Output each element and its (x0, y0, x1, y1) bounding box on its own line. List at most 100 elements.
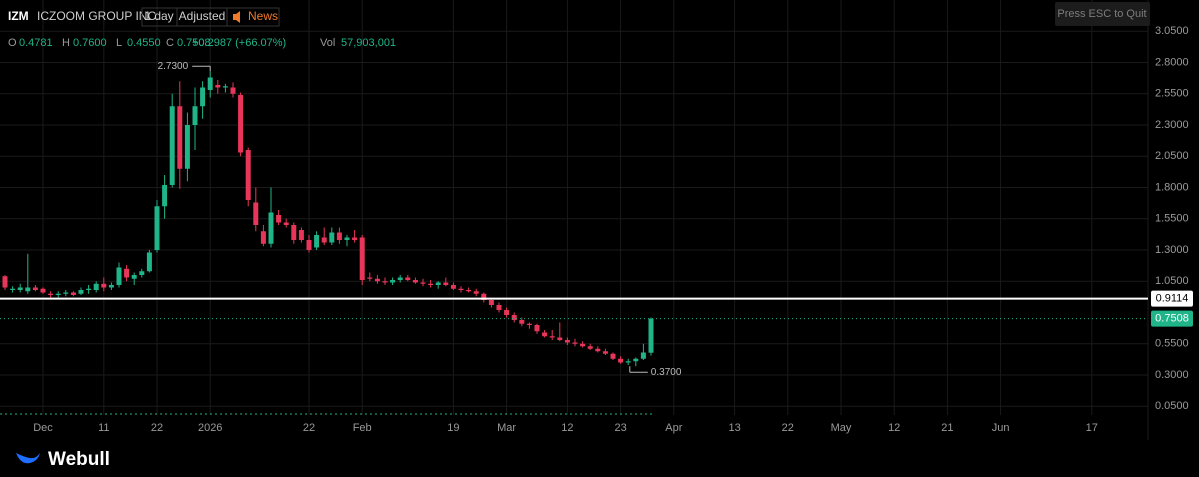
x-tick-label: 19 (447, 422, 459, 434)
y-tick-label: 3.0500 (1155, 25, 1189, 37)
candle-body (162, 185, 168, 207)
x-tick-label: Apr (665, 422, 682, 434)
company-name: ICZOOM GROUP INC. (37, 9, 159, 23)
candle-body (602, 351, 608, 354)
candle-body (420, 282, 426, 284)
candle-body (428, 283, 434, 285)
y-tick-label: 2.3000 (1155, 119, 1189, 131)
candle-body (222, 86, 228, 88)
candle-body (329, 232, 335, 243)
brand-logo (16, 453, 40, 464)
x-tick-label: 21 (941, 422, 953, 434)
candle-body (298, 230, 304, 240)
y-tick-label: 0.3000 (1155, 369, 1189, 381)
candle-body (207, 77, 213, 90)
candle-body (595, 348, 601, 352)
candle-body (466, 290, 472, 292)
adjust[interactable]: Adjusted (179, 9, 226, 23)
quit-text[interactable]: Press ESC to Quit (1057, 8, 1146, 20)
news-box[interactable] (226, 7, 280, 27)
candle-body (458, 288, 464, 290)
candle-body (32, 287, 38, 290)
candle-body (184, 125, 190, 169)
quote-value: 0.4550 (127, 37, 161, 49)
x-tick-label: 22 (303, 422, 315, 434)
x-tick-label: 22 (151, 422, 163, 434)
candle-body (215, 85, 221, 88)
candle-body (268, 212, 274, 244)
x-tick-label: 17 (1086, 422, 1098, 434)
candle-body (245, 150, 251, 200)
candle-body (321, 237, 327, 243)
x-tick-label: Feb (353, 422, 372, 434)
candle-body (405, 277, 411, 280)
candle-body (146, 252, 152, 272)
x-tick-label: 12 (888, 422, 900, 434)
vol-key: Vol (320, 37, 335, 49)
candle-body (374, 278, 380, 282)
annotation-label: 2.7300 (158, 61, 189, 72)
candle-body (580, 343, 586, 347)
candle-body (314, 235, 320, 248)
candle-body (276, 215, 282, 223)
candle-body (648, 318, 654, 353)
x-tick-label: May (831, 422, 852, 434)
candle-body (352, 237, 358, 240)
candle-body (488, 300, 494, 305)
candle-body (633, 358, 639, 362)
candle-body (390, 280, 396, 283)
quote-value: 0.7508 (177, 37, 211, 49)
quit-button[interactable] (1055, 2, 1150, 26)
candle-body (542, 332, 548, 337)
candle-body (359, 237, 365, 280)
news-icon (233, 11, 240, 23)
candle-body (48, 293, 54, 295)
x-tick-label: Jun (992, 422, 1010, 434)
news[interactable]: News (248, 9, 278, 23)
brand: Webull (48, 449, 110, 470)
candle-body (443, 282, 449, 285)
y-tick-label: 1.0500 (1155, 275, 1189, 287)
candle-body (625, 361, 631, 363)
vol-value: 57,903,001 (341, 37, 396, 49)
y-tick-label: 0.0500 (1155, 400, 1189, 412)
y-tick-label: 2.8000 (1155, 56, 1189, 68)
candle-body (93, 283, 99, 290)
candle-body (108, 285, 114, 288)
candle-body (572, 342, 578, 344)
candle-body (473, 291, 479, 294)
candle-body (557, 337, 563, 340)
y-tick-label: 1.5500 (1155, 213, 1189, 225)
candle-body (78, 290, 84, 294)
x-tick-label: 2026 (198, 422, 222, 434)
candle-body (511, 315, 517, 320)
candle-body (367, 277, 373, 279)
symbol: IZM (8, 9, 29, 23)
candle-body (230, 87, 236, 94)
price-label-box (1151, 290, 1193, 307)
x-tick-label: 11 (98, 422, 109, 434)
price-label-box (1151, 310, 1193, 327)
candle-body (435, 282, 441, 285)
candle-body (25, 287, 31, 292)
candle-body (55, 293, 61, 295)
quote-key: C (166, 37, 174, 49)
candle-body (116, 267, 122, 285)
candle-body (131, 275, 137, 279)
y-tick-label: 0.5500 (1155, 338, 1189, 350)
candle-body (260, 231, 266, 244)
candle-body (10, 288, 16, 290)
y-tick-label: 2.0500 (1155, 150, 1189, 162)
price-label: 0.7508 (1155, 313, 1189, 325)
candle-body (70, 292, 76, 295)
candle-body (382, 281, 388, 283)
candle-body (306, 240, 312, 250)
candle-body (481, 293, 487, 300)
candle-body (238, 95, 244, 153)
candle-body (169, 106, 175, 185)
candles (2, 71, 654, 367)
interval[interactable]: 1 day (144, 9, 173, 23)
